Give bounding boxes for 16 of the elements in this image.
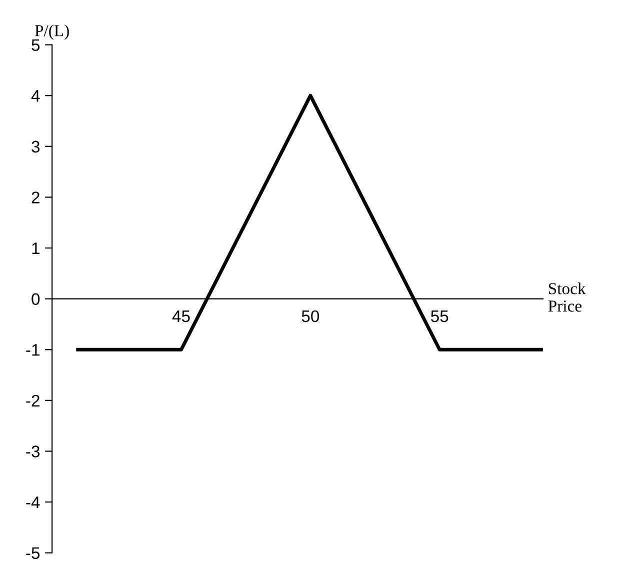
y-tick-label: -4 bbox=[26, 496, 40, 508]
y-tick-label: 5 bbox=[32, 39, 40, 51]
y-tick-label: -1 bbox=[26, 344, 40, 356]
y-tick-label: -2 bbox=[26, 394, 40, 406]
y-tick-label: 1 bbox=[32, 242, 40, 254]
y-tick-label: 2 bbox=[32, 192, 40, 204]
x-tick-label: 50 bbox=[302, 310, 320, 322]
x-axis-title: Stock Price bbox=[548, 282, 586, 312]
y-tick-label: -5 bbox=[26, 547, 40, 560]
y-axis-title: P/(L) bbox=[34, 24, 69, 40]
x-tick-label: 55 bbox=[430, 310, 448, 322]
y-tick-label: 3 bbox=[32, 140, 40, 153]
x-tick-label: 45 bbox=[172, 310, 190, 322]
y-tick-label: 0 bbox=[32, 293, 40, 306]
y-tick-label: -3 bbox=[26, 446, 40, 458]
y-tick-label: 4 bbox=[31, 90, 40, 102]
